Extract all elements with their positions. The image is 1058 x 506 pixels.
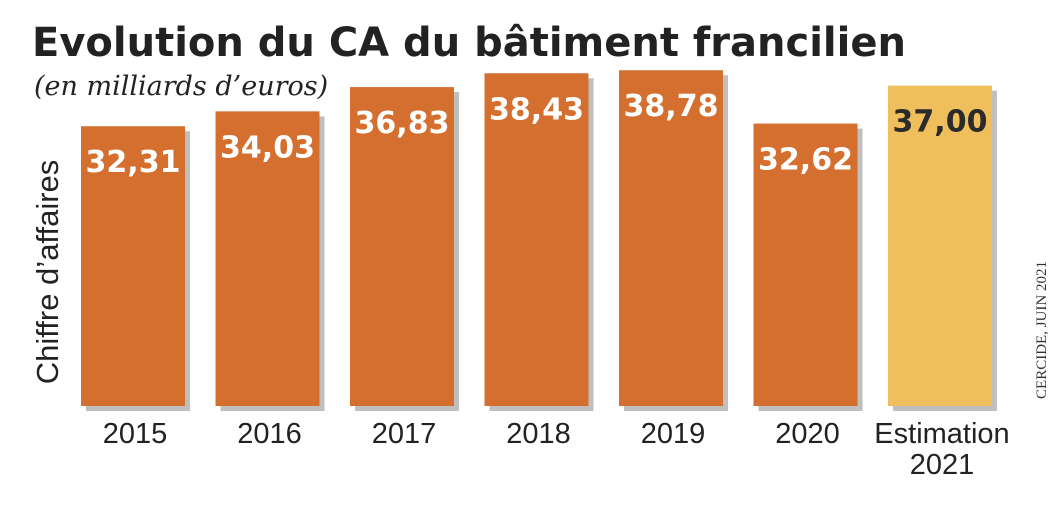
bar-2015 xyxy=(81,126,185,407)
x-tick-label: 2017 xyxy=(372,418,437,450)
bar-2020 xyxy=(753,123,858,406)
chart-title: Evolution du CA du bâtiment francilien xyxy=(32,20,906,66)
bar-estimate-2021 xyxy=(888,85,992,406)
x-tick-label: 2021 xyxy=(910,449,975,481)
bar-2018 xyxy=(484,73,589,406)
x-tick-label: Estimation xyxy=(874,418,1009,450)
chart-subtitle: (en milliards d’euros) xyxy=(34,71,328,102)
value-label: 38,43 xyxy=(489,92,584,127)
x-tick-label: 2016 xyxy=(237,418,302,450)
value-label: 38,78 xyxy=(624,89,719,124)
y-axis-label: Chiffre d’affaires xyxy=(30,160,65,385)
bar-2019 xyxy=(619,70,723,406)
x-tick-label: 2018 xyxy=(506,418,571,450)
bar-2017 xyxy=(350,87,454,407)
source-note: CERCIDE, JUIN 2021 xyxy=(1034,261,1050,399)
value-label: 36,83 xyxy=(355,106,450,141)
x-tick-label: 2020 xyxy=(775,418,840,450)
value-label: 34,03 xyxy=(220,130,315,165)
x-tick-label: 2019 xyxy=(641,418,706,450)
value-label: 37,00 xyxy=(893,105,988,140)
bar-2016 xyxy=(215,111,320,406)
x-tick-label: 2015 xyxy=(103,418,168,450)
value-label: 32,62 xyxy=(758,143,853,178)
value-label: 32,31 xyxy=(86,145,181,180)
bars-group: 32,31 2015 34,03 2016 36,83 2017 38,43 2018 38,7… xyxy=(81,70,1010,481)
